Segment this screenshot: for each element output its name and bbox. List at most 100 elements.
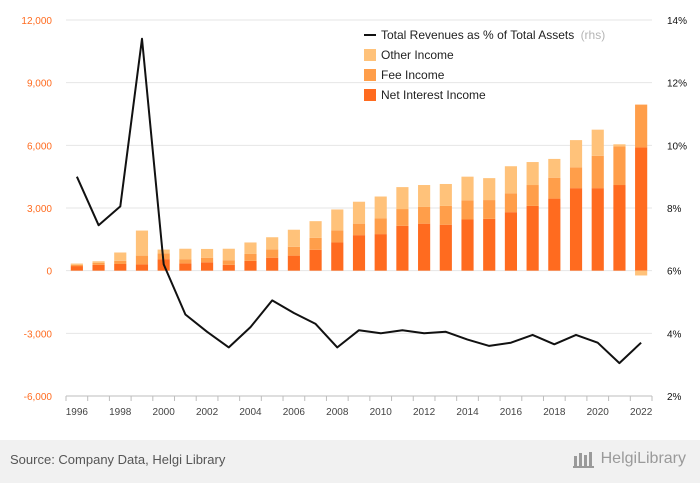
bar-net-interest-income [244, 260, 257, 271]
bar-net-interest-income [418, 223, 431, 271]
bar-other-income [569, 140, 583, 168]
library-logo-icon [572, 452, 594, 468]
left-axis-tick-label: 12,000 [21, 16, 52, 27]
right-axis-tick-label: 2% [667, 392, 682, 403]
bar-net-interest-income [92, 264, 105, 271]
x-axis: 1996 1998 2000 2002 2004 2006 2008 2010 2012 2014… [65, 395, 653, 418]
bar-other-income [70, 263, 83, 265]
left-axis-tick-label: 0 [46, 267, 52, 278]
right-axis-tick-label: 10% [667, 141, 687, 152]
bar-fee-income [613, 146, 626, 186]
bar-net-interest-income [309, 249, 322, 271]
bar-other-income [266, 237, 279, 250]
bar-fee-income [374, 218, 387, 235]
revenue-ratio-line [75, 37, 642, 365]
legend-swatch-fee-income [364, 69, 376, 81]
bar-net-interest-income [374, 234, 387, 271]
x-axis-tick-label: 2012 [413, 407, 436, 418]
legend-swatch-other-income [364, 49, 376, 61]
legend-label-line: Total Revenues as % of Total Assets (rhs… [381, 28, 605, 42]
bar-net-interest-income [266, 257, 279, 271]
bar-fee-income [266, 249, 279, 258]
left-axis-tick-label: -3,000 [24, 329, 53, 340]
bar-net-interest-income [200, 262, 214, 271]
bar-net-interest-income [114, 263, 127, 271]
bar-other-income [418, 185, 431, 207]
legend-swatch-net-interest-income [364, 89, 376, 101]
bar-other-income [309, 221, 322, 238]
bar-fee-income [244, 253, 257, 261]
bar-net-interest-income [569, 188, 583, 271]
bar-net-interest-income [461, 219, 474, 271]
bar-net-interest-income [179, 263, 192, 271]
bar-net-interest-income [439, 224, 452, 271]
x-axis-tick-label: 1998 [109, 407, 132, 418]
x-axis-tick-label: 2002 [196, 407, 219, 418]
bar-fee-income [352, 223, 366, 236]
bar-net-interest-income [635, 147, 648, 271]
bar-net-interest-income [396, 225, 409, 271]
legend: Total Revenues as % of Total Assets (rhs… [364, 28, 605, 102]
left-axis: 12,000 9,000 6,000 3,000 0 -3,000 -6,000 [21, 16, 52, 403]
right-axis-tick-label: 6% [667, 267, 682, 278]
bar-net-interest-income [483, 218, 496, 271]
x-axis-tick-label: 2020 [587, 407, 610, 418]
bar-other-income [635, 270, 648, 276]
bar-fee-income [418, 206, 431, 224]
left-axis-tick-label: 9,000 [27, 79, 52, 90]
bar-fee-income [396, 209, 409, 226]
left-axis-tick-label: 6,000 [27, 141, 52, 152]
bar-other-income [157, 249, 170, 254]
bar-other-income [461, 176, 474, 201]
bar-fee-income [179, 259, 192, 264]
right-axis: 14% 12% 10% 8% 6% 4% 2% [667, 16, 687, 403]
bar-net-interest-income [526, 205, 539, 271]
bar-other-income [92, 261, 105, 263]
bar-other-income [179, 248, 192, 260]
brand-name: HelgiLibrary [600, 450, 686, 467]
bar-other-income [200, 248, 214, 258]
bar-fee-income [135, 255, 149, 265]
bar-other-income [526, 162, 539, 186]
bar-other-income [374, 196, 387, 219]
bar-other-income [222, 248, 235, 261]
bar-fee-income [569, 167, 583, 189]
x-axis-tick-label: 2004 [239, 407, 262, 418]
bar-net-interest-income [135, 264, 149, 271]
bar-fee-income [287, 246, 300, 256]
bar-fee-income [526, 185, 539, 206]
legend-label-fee-income: Fee Income [381, 68, 445, 82]
right-axis-tick-label: 8% [667, 204, 682, 215]
bar-fee-income [70, 264, 83, 267]
x-axis-tick-label: 2022 [630, 407, 653, 418]
bar-other-income [287, 229, 300, 247]
x-axis-tick-label: 2008 [326, 407, 349, 418]
bar-other-income [439, 183, 452, 206]
bar-other-income [352, 201, 366, 224]
left-axis-tick-label: -6,000 [24, 392, 53, 403]
bar-other-income [504, 166, 518, 194]
bar-other-income [114, 252, 127, 261]
right-axis-tick-label: 14% [667, 16, 687, 27]
bar-other-income [591, 129, 604, 156]
bar-fee-income [309, 237, 322, 250]
bar-fee-income [591, 155, 604, 189]
bar-fee-income [483, 200, 496, 219]
bar-other-income [613, 144, 626, 147]
bar-net-interest-income [287, 255, 300, 271]
bar-other-income [483, 178, 496, 201]
x-axis-tick-label: 2010 [370, 407, 393, 418]
line-total-revenues-pct-assets [75, 37, 642, 365]
bar-fee-income [635, 104, 648, 148]
bar-net-interest-income [613, 185, 626, 271]
bar-net-interest-income [504, 212, 518, 271]
bar-other-income [135, 230, 149, 256]
bar-net-interest-income [548, 198, 561, 271]
right-axis-tick-label: 12% [667, 79, 687, 90]
bar-other-income [244, 242, 257, 254]
x-axis-tick-label: 1996 [66, 407, 89, 418]
bar-other-income [548, 158, 561, 178]
bar-fee-income [331, 230, 344, 243]
x-axis-tick-label: 2018 [543, 407, 566, 418]
legend-label-net-interest-income: Net Interest Income [381, 88, 486, 102]
